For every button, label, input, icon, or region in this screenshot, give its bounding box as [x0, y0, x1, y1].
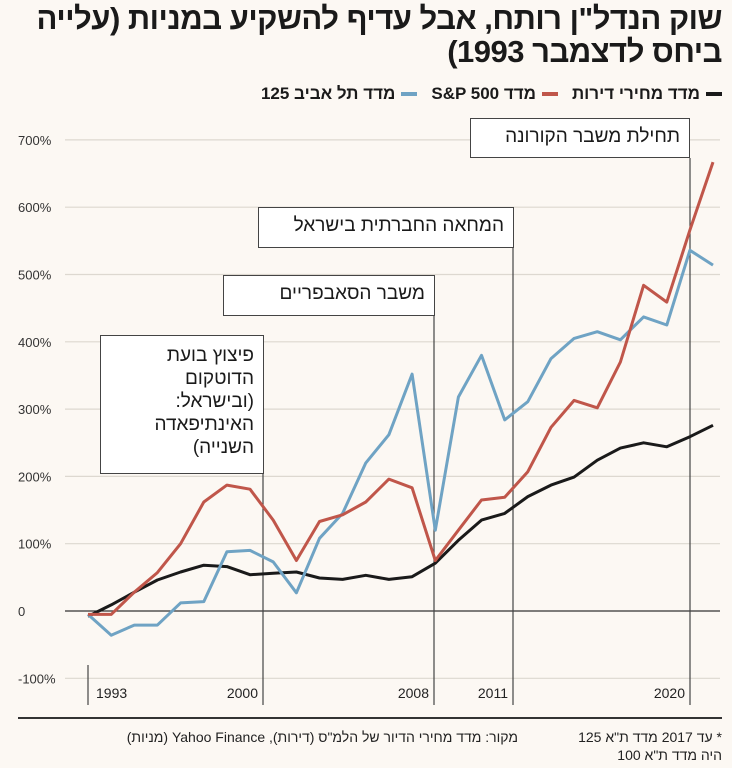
y-tick-label: 0 — [18, 604, 25, 619]
legend-swatch — [401, 92, 418, 96]
series-line — [87, 423, 714, 618]
legend-item-ta125: מדד תל אביב 125 — [260, 84, 418, 104]
y-tick-label: 600% — [18, 200, 52, 215]
y-tick-label: 300% — [18, 402, 52, 417]
footnote: * עד 2017 מדד ת"א 125 היה מדד ת"א 100 — [578, 729, 722, 763]
legend-item-housing: מדד מחירי דירות — [572, 84, 722, 104]
chart-title: שוק הנדל"ן רותח, אבל עדיף להשקיע במניות … — [36, 1, 723, 69]
y-tick-label: 500% — [18, 268, 52, 283]
legend-swatch — [706, 92, 722, 96]
y-tick-label: -100% — [18, 671, 56, 686]
annotation-subprime: משבר הסאבפריים — [223, 275, 435, 316]
legend: מדד מחירי דירות מדד S&P 500 מדד תל אביב … — [261, 84, 722, 104]
x-tick-label: 2008 — [398, 685, 429, 701]
legend-label: מדד מחירי דירות — [571, 84, 700, 103]
annotation-social-protest: המחאה החברתית בישראל — [258, 207, 514, 248]
annotation-dotcom: פיצוץ בועת הדוטקום (ובישראל: האינתיפאדה … — [100, 335, 264, 474]
y-tick-label: 700% — [18, 133, 52, 148]
series-line — [86, 248, 714, 637]
legend-item-sp500: מדד S&P 500 — [431, 84, 558, 104]
y-tick-label: 400% — [18, 335, 52, 350]
x-tick-label: 2020 — [654, 685, 685, 701]
series-line — [88, 161, 715, 616]
annotation-corona: תחילת משבר הקורונה — [470, 118, 690, 158]
legend-label: מדד S&P 500 — [431, 84, 536, 103]
x-tick-label: 1993 — [96, 685, 127, 701]
source-note: מקור: מדד מחירי הדיור של הלמ"ס (דירות), … — [126, 729, 518, 745]
y-tick-label: 200% — [18, 469, 52, 484]
legend-label: מדד תל אביב 125 — [260, 84, 396, 103]
y-tick-label: 100% — [18, 537, 52, 552]
x-tick-label: 2000 — [227, 685, 258, 701]
legend-swatch — [541, 92, 558, 96]
x-tick-label: 2011 — [478, 685, 508, 701]
